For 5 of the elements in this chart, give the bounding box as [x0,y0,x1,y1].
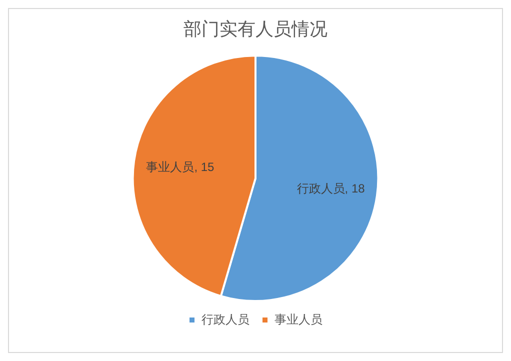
data-label: 行政人员, 18 [296,181,366,196]
legend-label: 事业人员 [274,312,322,326]
chart-title: 部门实有人员情况 [184,18,328,39]
data-label: 事业人员, 15 [146,160,215,174]
legend-label: 行政人员 [202,312,250,326]
